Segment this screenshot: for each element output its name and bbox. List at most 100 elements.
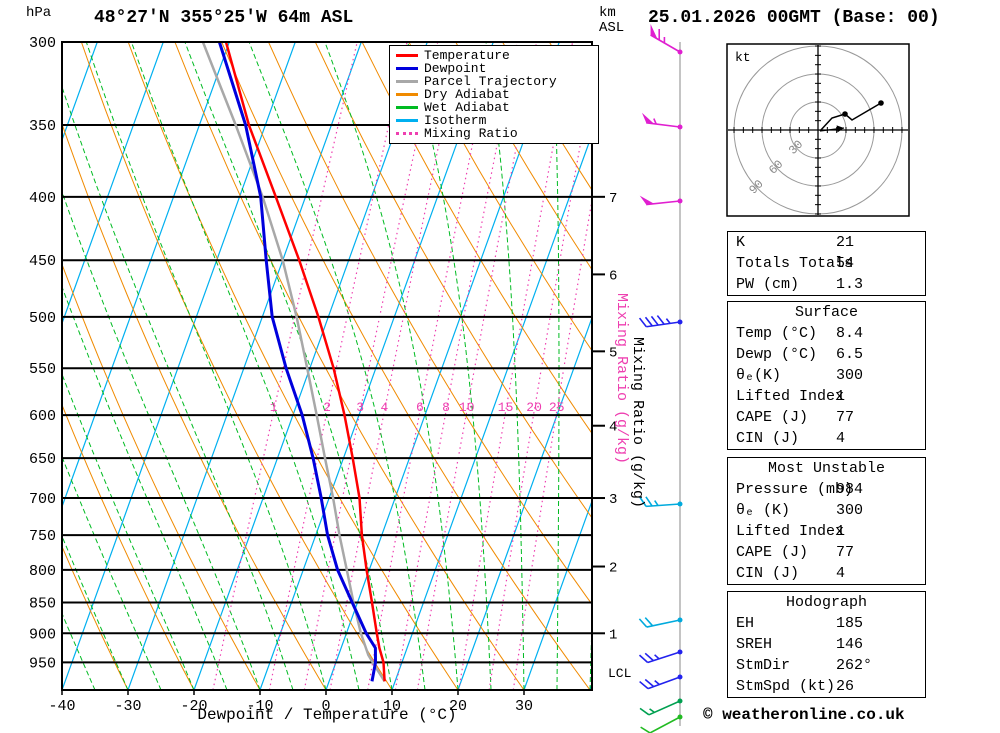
wind-barb xyxy=(639,674,683,690)
wind-barb xyxy=(639,496,683,508)
table-row: θₑ(K) 300 xyxy=(728,365,925,386)
legend-item-parcel: Parcel Trajectory xyxy=(396,75,598,88)
isotherm-line xyxy=(62,42,230,509)
lcl-marker-label: LCL xyxy=(608,666,632,681)
wind-barb xyxy=(638,649,683,664)
altitude-unit-km: km xyxy=(599,5,616,21)
pressure-tick-label: 800 xyxy=(29,563,56,580)
row-label: EH xyxy=(736,615,755,632)
isotherm-line xyxy=(127,42,362,690)
wet-adiabat-line xyxy=(62,612,96,690)
wind-barb xyxy=(641,112,683,130)
row-value: 4 xyxy=(836,430,846,447)
row-value: 4 xyxy=(836,565,846,582)
wind-barb xyxy=(639,195,683,206)
legend-item-temperature: Temperature xyxy=(396,49,598,62)
pressure-tick-label: 950 xyxy=(29,655,56,672)
legend: Temperature Dewpoint Parcel Trajectory D… xyxy=(389,45,599,144)
legend-item-wet-adiabat: Wet Adiabat xyxy=(396,101,598,114)
wet-adiabat-line xyxy=(62,455,162,690)
pressure-tick-label: 500 xyxy=(29,310,56,327)
pressure-unit-label: hPa xyxy=(26,5,52,21)
hodograph-unit-label: kt xyxy=(735,50,751,65)
table-row: Lifted Index 1 xyxy=(728,521,925,542)
plot-frame xyxy=(61,41,593,691)
table-row: Pressure (mb) 984 xyxy=(728,479,925,500)
pressure-tick-label: 600 xyxy=(29,408,56,425)
mixing-ratio-value-label: 8 xyxy=(442,400,450,415)
row-value: 984 xyxy=(836,481,864,498)
mixing-ratio-axis-label-pink: Mixing Ratio (g/kg) xyxy=(613,293,630,465)
temperature-tick-label: -10 xyxy=(246,698,273,715)
legend-swatch-dry-adiabat xyxy=(396,93,418,96)
legend-swatch-isotherm xyxy=(396,119,418,122)
surface-table: Surface Temp (°C) 8.4 Dewp (°C) 6.5 θₑ(K) 3… xyxy=(727,301,926,450)
dry-adiabat-line xyxy=(361,42,592,435)
legend-label-isotherm: Isotherm xyxy=(424,113,487,128)
row-value: 8.4 xyxy=(836,325,864,342)
station-title: 48°27'N 355°25'W 64m ASL xyxy=(94,8,354,28)
row-label: θₑ(K) xyxy=(736,367,782,384)
row-label: Pressure (mb) xyxy=(736,481,854,498)
mixing-ratio-line xyxy=(268,42,408,690)
wind-barb-column xyxy=(638,24,683,733)
temperature-tick-label: 0 xyxy=(321,698,330,715)
row-value: 6.5 xyxy=(836,346,864,363)
dry-adiabat-line xyxy=(455,42,592,271)
isotherm-line xyxy=(62,42,164,326)
row-value: 77 xyxy=(836,544,855,561)
pressure-tick-label: 900 xyxy=(29,626,56,643)
legend-label-wet-adiabat: Wet Adiabat xyxy=(424,100,510,115)
row-label: PW (cm) xyxy=(736,276,800,293)
mixing-ratio-value-label: 15 xyxy=(498,400,514,415)
wind-barb xyxy=(650,24,683,55)
row-value: 185 xyxy=(836,615,864,632)
wet-adiabat-line xyxy=(184,42,393,690)
mixing-ratio-value-label: 25 xyxy=(549,400,565,415)
altitude-unit-label: km ASL xyxy=(599,6,624,36)
legend-swatch-parcel xyxy=(396,80,418,83)
km-tick-label: 6 xyxy=(609,268,617,284)
temperature-tick-label: 30 xyxy=(515,698,533,715)
row-value: 262° xyxy=(836,657,873,674)
table-row: CIN (J) 4 xyxy=(728,563,925,584)
row-label: Totals Totals xyxy=(736,255,854,272)
row-label: CAPE (J) xyxy=(736,409,809,426)
isotherm-line xyxy=(391,132,592,690)
row-label: StmSpd (kt) xyxy=(736,678,836,695)
row-value: 300 xyxy=(836,502,864,519)
row-value: 1.3 xyxy=(836,276,864,293)
mixing-ratio-value-label: 10 xyxy=(459,400,475,415)
row-label: Lifted Index xyxy=(736,388,845,405)
dry-adiabat-line xyxy=(62,545,129,690)
isotherm-line xyxy=(259,42,494,690)
row-label: CIN (J) xyxy=(736,430,800,447)
row-label: Lifted Index xyxy=(736,523,845,540)
row-value: 1 xyxy=(836,523,846,540)
altitude-unit-asl: ASL xyxy=(599,20,625,36)
axis-tick-labels: 3003504004505005506006507007508008509009… xyxy=(29,35,617,715)
indices-table: K 21 Totals Totals 54 PW (cm) 1.3 xyxy=(727,231,926,296)
temperature-tick-label: -40 xyxy=(48,698,75,715)
hodograph-point xyxy=(842,111,848,117)
row-value: 1 xyxy=(836,388,846,405)
table-row: Totals Totals 54 xyxy=(728,253,925,274)
table-header: Hodograph xyxy=(785,594,867,611)
hodograph-point xyxy=(878,100,884,106)
most-unstable-table: Most Unstable Pressure (mb) 984 θₑ (K) 300… xyxy=(727,457,926,585)
isotherm-line xyxy=(325,42,560,690)
table-row: Lifted Index 1 xyxy=(728,386,925,407)
pressure-tick-label: 850 xyxy=(29,596,56,613)
mixing-ratio-value-labels: 1 2 3 4 6 8 10 15 20 25 xyxy=(270,400,565,415)
temperature-curve xyxy=(224,42,386,682)
wet-adiabat-line xyxy=(552,42,560,690)
pressure-tick-label: 450 xyxy=(29,253,56,270)
temperature-tick-label: -20 xyxy=(180,698,207,715)
table-row: StmSpd (kt) 26 xyxy=(728,676,925,697)
temperature-tick-label: 20 xyxy=(449,698,467,715)
row-label: K xyxy=(736,234,746,251)
isotherm-line xyxy=(457,316,592,690)
row-value: 26 xyxy=(836,678,855,695)
